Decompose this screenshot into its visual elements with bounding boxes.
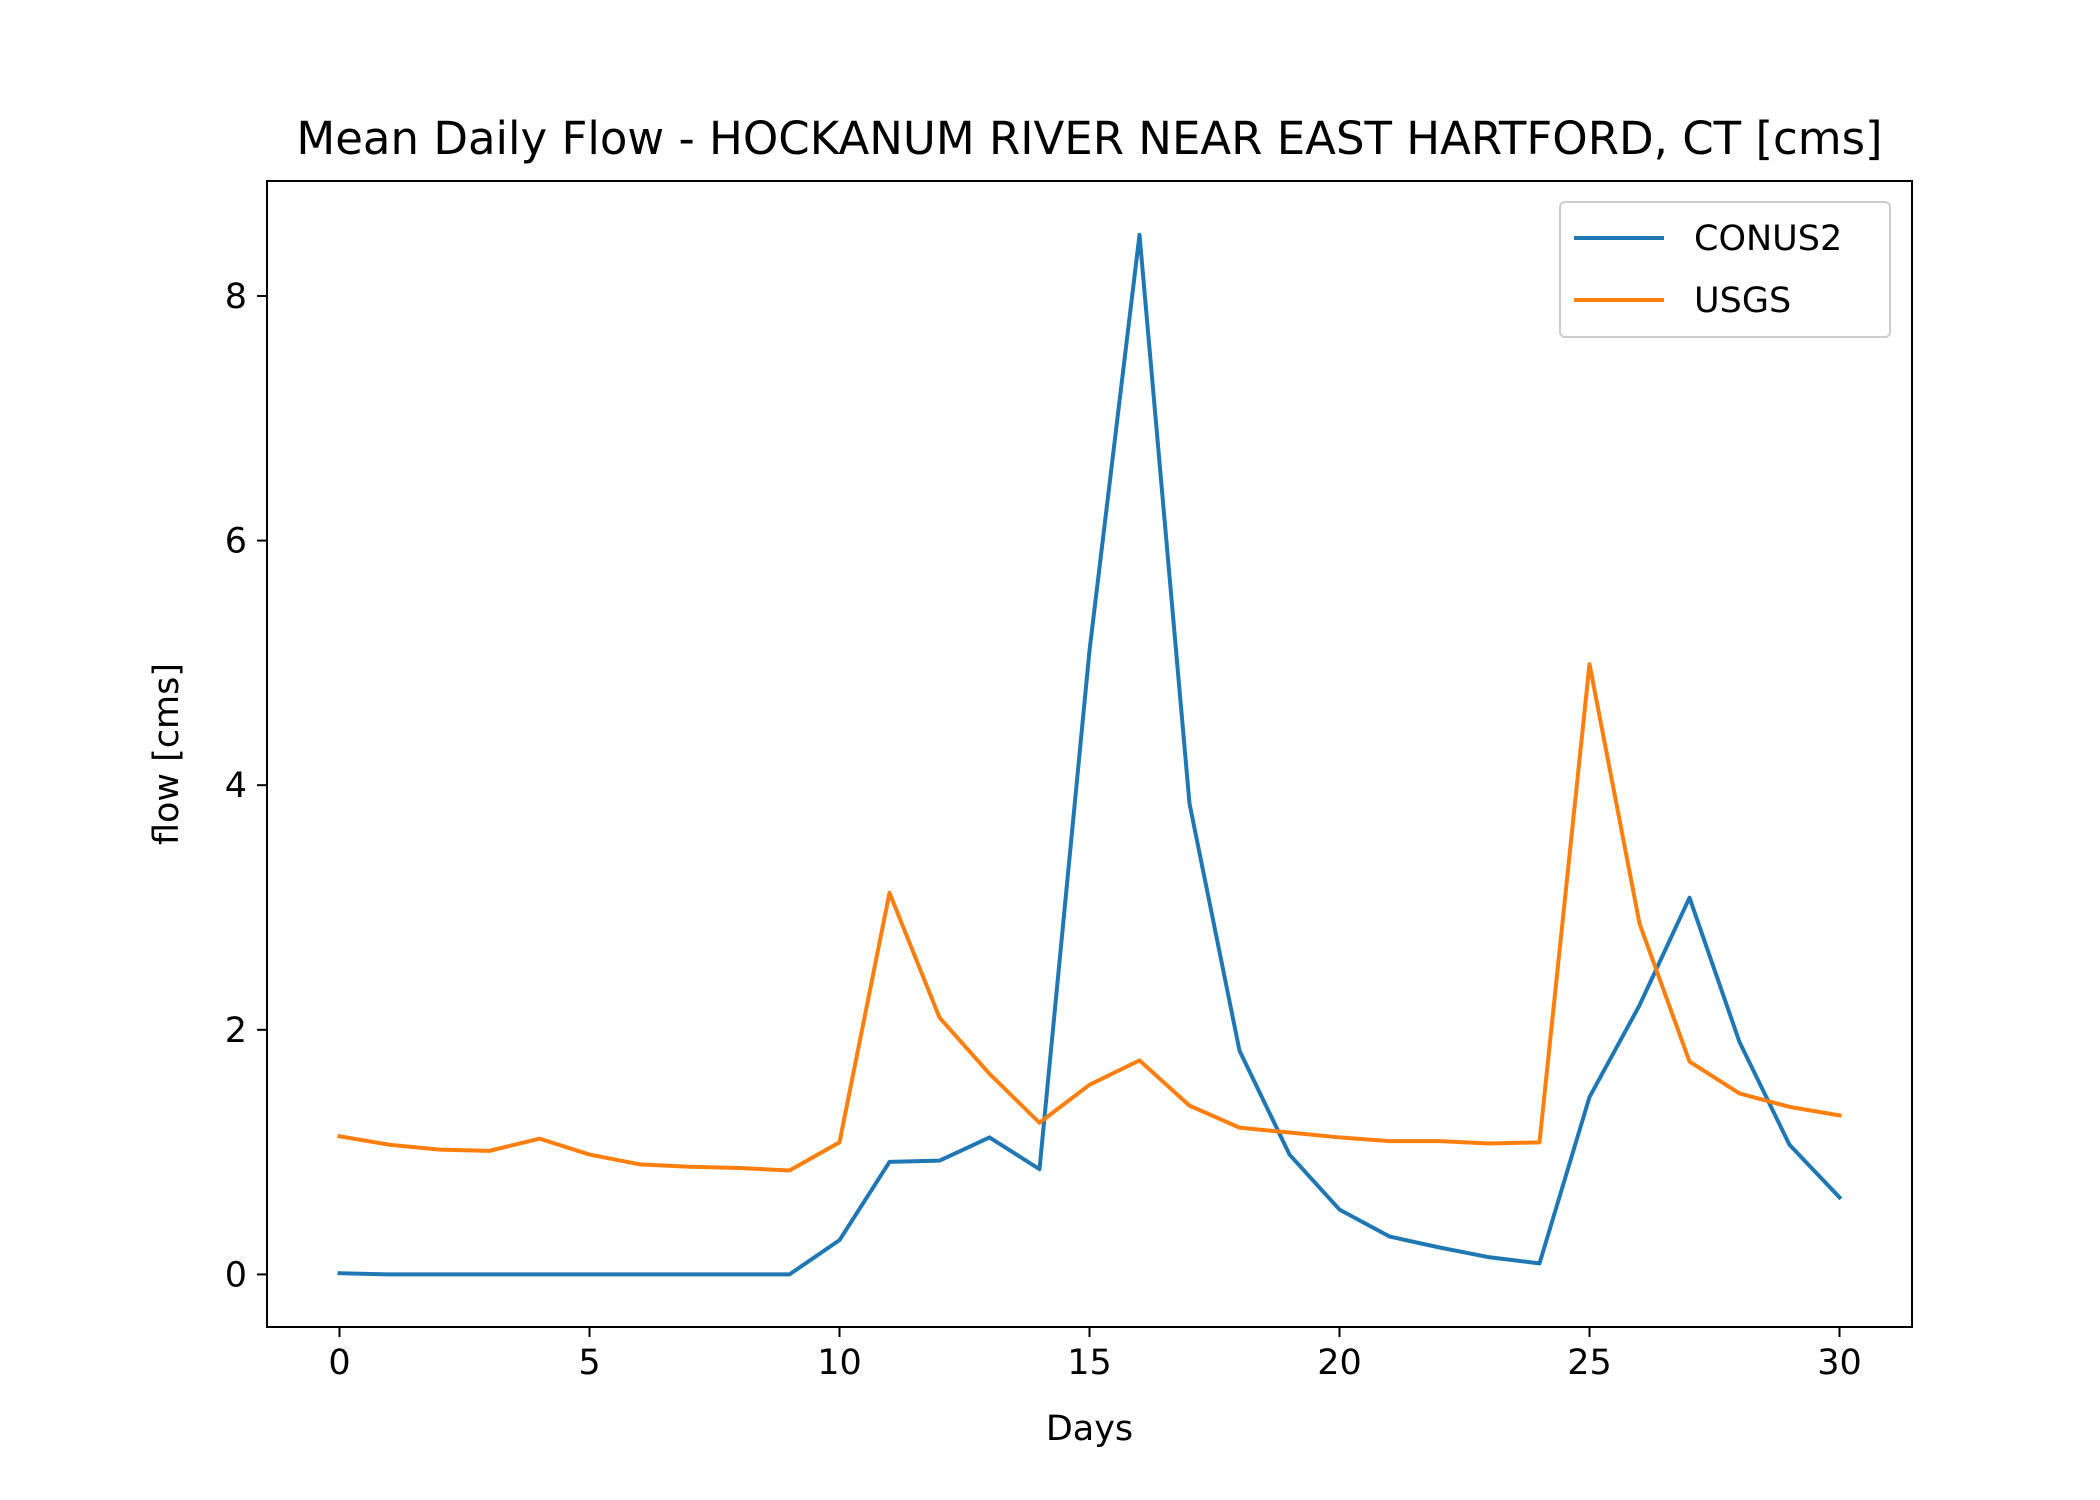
y-tick-label: 0: [225, 1255, 247, 1295]
series-line-conus2: [337, 232, 1843, 1277]
legend: CONUS2 USGS: [1559, 201, 1891, 338]
y-tick-label: 4: [225, 766, 247, 806]
y-tick-label: 2: [225, 1011, 247, 1051]
x-tick-label: 15: [1067, 1343, 1112, 1383]
legend-label-conus2: CONUS2: [1694, 219, 1842, 259]
legend-box: [1559, 201, 1891, 338]
series-line-usgs: [337, 662, 1842, 1173]
x-tick-label: 5: [578, 1343, 600, 1383]
y-axis: 0 2 4 6 8: [225, 277, 267, 1295]
x-tick-label: 20: [1317, 1343, 1362, 1383]
x-tick-label: 30: [1817, 1343, 1862, 1383]
legend-label-usgs: USGS: [1694, 281, 1791, 321]
series-layer: [337, 232, 1843, 1277]
x-axis: 0 5 10 15 20 25 30: [328, 1327, 1862, 1383]
y-tick-label: 8: [225, 277, 247, 317]
legend-entries: CONUS2 USGS: [1574, 219, 1842, 321]
y-tick-label: 6: [225, 522, 247, 562]
y-axis-label: flow [cms]: [147, 663, 187, 845]
x-tick-label: 25: [1567, 1343, 1612, 1383]
x-tick-label: 10: [817, 1343, 862, 1383]
chart-title: Mean Daily Flow - HOCKANUM RIVER NEAR EA…: [296, 112, 1882, 165]
x-axis-label: Days: [1046, 1409, 1133, 1449]
x-tick-label: 0: [328, 1343, 350, 1383]
